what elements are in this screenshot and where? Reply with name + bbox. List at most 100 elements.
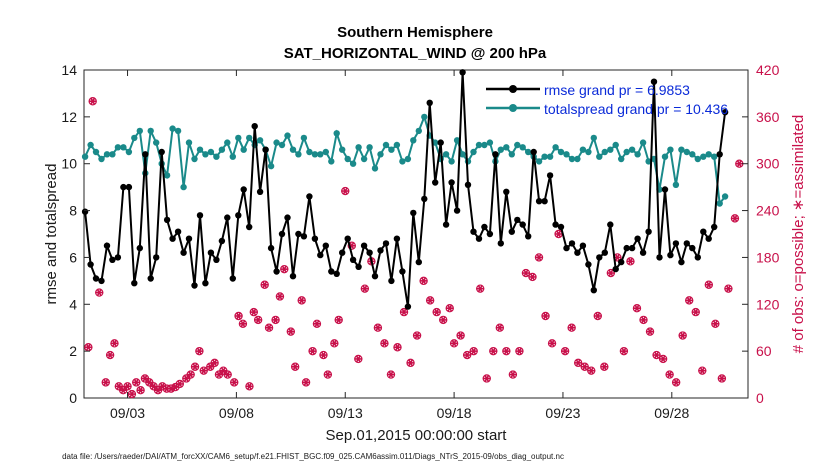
- obs-point: [373, 323, 383, 332]
- obs-assimilated-marker: [516, 347, 523, 355]
- totalspread-point: [612, 141, 619, 149]
- rmse-point: [437, 139, 444, 146]
- obs-point: [432, 307, 441, 317]
- obs-assimilated-marker: [653, 351, 660, 359]
- obs-assimilated-marker: [355, 355, 361, 363]
- obs-point: [508, 370, 518, 379]
- obs-assimilated-marker: [272, 316, 279, 324]
- obs-point: [685, 296, 694, 305]
- totalspread-point: [328, 158, 335, 165]
- obs-point: [223, 370, 232, 379]
- obs-point: [711, 319, 720, 329]
- obs-point: [323, 370, 333, 379]
- y-right-tick-label: 180: [756, 249, 780, 265]
- rmse-point: [158, 148, 165, 156]
- obs-point: [123, 382, 132, 391]
- obs-point: [186, 370, 195, 379]
- totalspread-point: [585, 148, 592, 156]
- obs-point: [587, 366, 596, 375]
- rmse-line: [84, 72, 727, 307]
- obs-assimilated-marker: [246, 382, 253, 390]
- obs-point: [190, 362, 200, 371]
- rmse-point: [399, 268, 406, 275]
- y-left-tick-label: 2: [69, 343, 77, 359]
- obs-point: [626, 257, 635, 266]
- obs-point: [671, 378, 681, 387]
- obs-point: [380, 339, 389, 348]
- obs-point: [717, 374, 727, 383]
- totalspread-point: [546, 153, 554, 160]
- totalspread-point: [607, 146, 614, 153]
- obs-assimilated-marker: [414, 331, 420, 340]
- x-tick-label: 09/03: [110, 405, 145, 421]
- obs-point: [95, 288, 104, 297]
- totalspread-point: [153, 139, 160, 146]
- totalspread-point: [98, 155, 105, 163]
- obs-assimilated-marker: [375, 324, 381, 332]
- totalspread-point: [213, 153, 220, 160]
- obs-point: [489, 346, 498, 356]
- obs-point: [297, 296, 306, 305]
- obs-point: [482, 374, 491, 383]
- rmse-point: [618, 258, 625, 266]
- obs-assimilated-marker: [434, 308, 440, 316]
- totalspread-point: [497, 146, 504, 153]
- obs-assimilated-marker: [440, 316, 446, 324]
- totalspread-point: [404, 155, 412, 163]
- totalspread-point: [300, 134, 308, 142]
- rmse-point: [289, 273, 297, 280]
- totalspread-point: [196, 146, 204, 153]
- obs-assimilated-marker: [680, 331, 686, 340]
- rmse-point: [120, 183, 127, 191]
- obs-assimilated-marker: [240, 320, 246, 328]
- obs-assimilated-marker: [151, 382, 157, 390]
- obs-assimilated-marker: [314, 320, 320, 328]
- totalspread-point: [683, 148, 690, 156]
- obs-point: [245, 382, 254, 391]
- y-right-tick-label: 60: [756, 343, 772, 359]
- totalspread-point: [147, 127, 154, 135]
- obs-assimilated-marker: [523, 269, 529, 277]
- rmse-point: [125, 183, 133, 191]
- obs-point: [260, 280, 269, 289]
- rmse-point: [377, 247, 384, 254]
- obs-assimilated-marker: [111, 339, 118, 348]
- rmse-point: [174, 228, 182, 235]
- rmse-point: [344, 235, 351, 242]
- rmse-point: [574, 249, 581, 256]
- totalspread-point: [163, 172, 171, 179]
- obs-assimilated-marker: [212, 359, 218, 367]
- totalspread-point: [388, 146, 395, 153]
- totalspread-point: [306, 148, 313, 156]
- rmse-point: [114, 254, 122, 261]
- totalspread-point: [169, 125, 176, 132]
- obs-point: [199, 366, 208, 375]
- totalspread-point: [120, 144, 127, 151]
- rmse-point: [503, 188, 510, 195]
- rmse-point: [92, 275, 100, 282]
- obs-assimilated-marker: [640, 316, 647, 324]
- totalspread-point: [535, 158, 543, 165]
- obs-assimilated-marker: [201, 366, 207, 375]
- obs-point: [704, 280, 714, 289]
- totalspread-point: [639, 139, 647, 146]
- obs-point: [639, 315, 648, 325]
- rmse-point: [672, 240, 680, 247]
- rmse-point: [136, 244, 143, 252]
- totalspread-point: [87, 141, 94, 149]
- obs-point: [127, 389, 137, 399]
- totalspread-point: [623, 148, 630, 156]
- totalspread-point: [218, 146, 226, 153]
- rmse-point: [185, 235, 193, 242]
- totalspread-point: [579, 146, 587, 153]
- totalspread-point: [382, 141, 390, 149]
- obs-assimilated-marker: [188, 370, 194, 379]
- totalspread-point: [596, 153, 603, 160]
- rmse-point: [235, 212, 242, 219]
- obs-point: [445, 303, 454, 313]
- rmse-point: [442, 221, 450, 228]
- totalspread-point: [246, 134, 253, 142]
- chart-title-line2: SAT_HORIZONTAL_WIND @ 200 hPa: [284, 45, 547, 62]
- totalspread-point: [131, 134, 138, 142]
- x-tick-label: 09/08: [219, 405, 254, 421]
